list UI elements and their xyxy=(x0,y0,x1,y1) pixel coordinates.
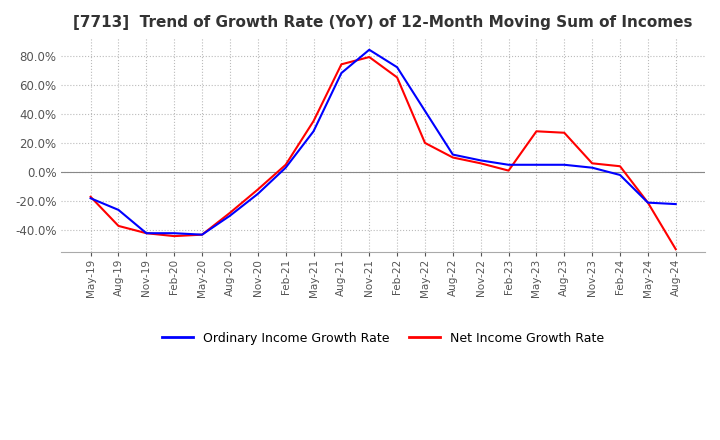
Ordinary Income Growth Rate xyxy=(253,191,262,197)
Ordinary Income Growth Rate xyxy=(504,162,513,167)
Net Income Growth Rate xyxy=(420,140,429,146)
Net Income Growth Rate xyxy=(532,128,541,134)
Net Income Growth Rate xyxy=(282,162,290,167)
Net Income Growth Rate xyxy=(337,62,346,67)
Net Income Growth Rate xyxy=(560,130,569,136)
Ordinary Income Growth Rate xyxy=(420,108,429,114)
Ordinary Income Growth Rate xyxy=(142,231,150,236)
Line: Net Income Growth Rate: Net Income Growth Rate xyxy=(91,57,676,249)
Ordinary Income Growth Rate xyxy=(225,213,234,218)
Ordinary Income Growth Rate xyxy=(170,231,179,236)
Ordinary Income Growth Rate xyxy=(560,162,569,167)
Net Income Growth Rate xyxy=(86,194,95,199)
Ordinary Income Growth Rate xyxy=(309,128,318,134)
Net Income Growth Rate xyxy=(588,161,596,166)
Legend: Ordinary Income Growth Rate, Net Income Growth Rate: Ordinary Income Growth Rate, Net Income … xyxy=(157,327,609,350)
Net Income Growth Rate xyxy=(616,164,624,169)
Ordinary Income Growth Rate xyxy=(86,196,95,201)
Net Income Growth Rate xyxy=(253,187,262,192)
Ordinary Income Growth Rate xyxy=(672,202,680,207)
Net Income Growth Rate xyxy=(365,55,374,60)
Ordinary Income Growth Rate xyxy=(477,158,485,163)
Ordinary Income Growth Rate xyxy=(532,162,541,167)
Ordinary Income Growth Rate xyxy=(449,152,457,157)
Ordinary Income Growth Rate xyxy=(588,165,596,170)
Net Income Growth Rate xyxy=(309,118,318,124)
Net Income Growth Rate xyxy=(449,155,457,160)
Net Income Growth Rate xyxy=(142,231,150,236)
Ordinary Income Growth Rate xyxy=(393,65,402,70)
Ordinary Income Growth Rate xyxy=(337,70,346,76)
Ordinary Income Growth Rate xyxy=(282,165,290,170)
Net Income Growth Rate xyxy=(198,232,207,237)
Net Income Growth Rate xyxy=(393,75,402,80)
Ordinary Income Growth Rate xyxy=(644,200,652,205)
Net Income Growth Rate xyxy=(170,234,179,239)
Net Income Growth Rate xyxy=(672,246,680,252)
Line: Ordinary Income Growth Rate: Ordinary Income Growth Rate xyxy=(91,50,676,235)
Title: [7713]  Trend of Growth Rate (YoY) of 12-Month Moving Sum of Incomes: [7713] Trend of Growth Rate (YoY) of 12-… xyxy=(73,15,693,30)
Net Income Growth Rate xyxy=(504,168,513,173)
Net Income Growth Rate xyxy=(477,161,485,166)
Ordinary Income Growth Rate xyxy=(198,232,207,237)
Net Income Growth Rate xyxy=(114,223,123,228)
Ordinary Income Growth Rate xyxy=(114,207,123,213)
Ordinary Income Growth Rate xyxy=(616,172,624,178)
Ordinary Income Growth Rate xyxy=(365,47,374,52)
Net Income Growth Rate xyxy=(225,210,234,216)
Net Income Growth Rate xyxy=(644,200,652,205)
